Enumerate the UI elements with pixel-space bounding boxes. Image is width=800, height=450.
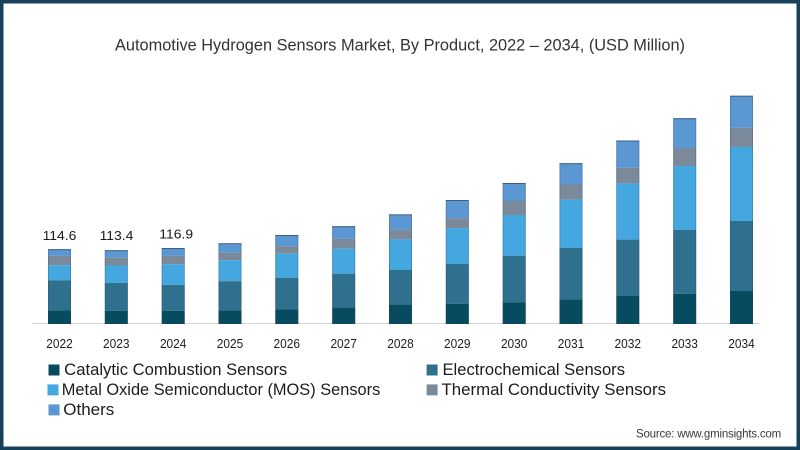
svg-text:Automotive Hydrogen Sensors Ma: Automotive Hydrogen Sensors Market, By P… [115, 37, 685, 55]
svg-text:Others: Others [63, 400, 114, 419]
svg-text:2029: 2029 [444, 337, 471, 351]
svg-text:Metal Oxide Semiconductor (MOS: Metal Oxide Semiconductor (MOS) Sensors [62, 380, 381, 399]
svg-text:2033: 2033 [671, 337, 698, 351]
svg-text:2025: 2025 [217, 337, 244, 351]
svg-text:2022: 2022 [46, 337, 73, 351]
svg-text:2026: 2026 [274, 337, 301, 351]
svg-text:2023: 2023 [103, 337, 130, 351]
svg-text:Catalytic Combustion Sensors: Catalytic Combustion Sensors [64, 360, 287, 379]
svg-text:116.9: 116.9 [159, 226, 193, 241]
svg-text:Thermal Conductivity Sensors: Thermal Conductivity Sensors [442, 380, 667, 399]
svg-text:114.6: 114.6 [43, 228, 77, 243]
svg-text:2024: 2024 [160, 337, 187, 351]
svg-text:Source: www.gminsights.com: Source: www.gminsights.com [636, 428, 781, 440]
svg-text:2031: 2031 [558, 337, 585, 351]
svg-text:Electrochemical Sensors: Electrochemical Sensors [443, 360, 626, 379]
svg-text:2028: 2028 [387, 337, 414, 351]
svg-text:113.4: 113.4 [100, 228, 134, 243]
svg-text:2027: 2027 [330, 337, 357, 351]
svg-text:2034: 2034 [728, 337, 755, 351]
svg-text:2032: 2032 [615, 337, 642, 351]
svg-text:2030: 2030 [501, 337, 528, 351]
